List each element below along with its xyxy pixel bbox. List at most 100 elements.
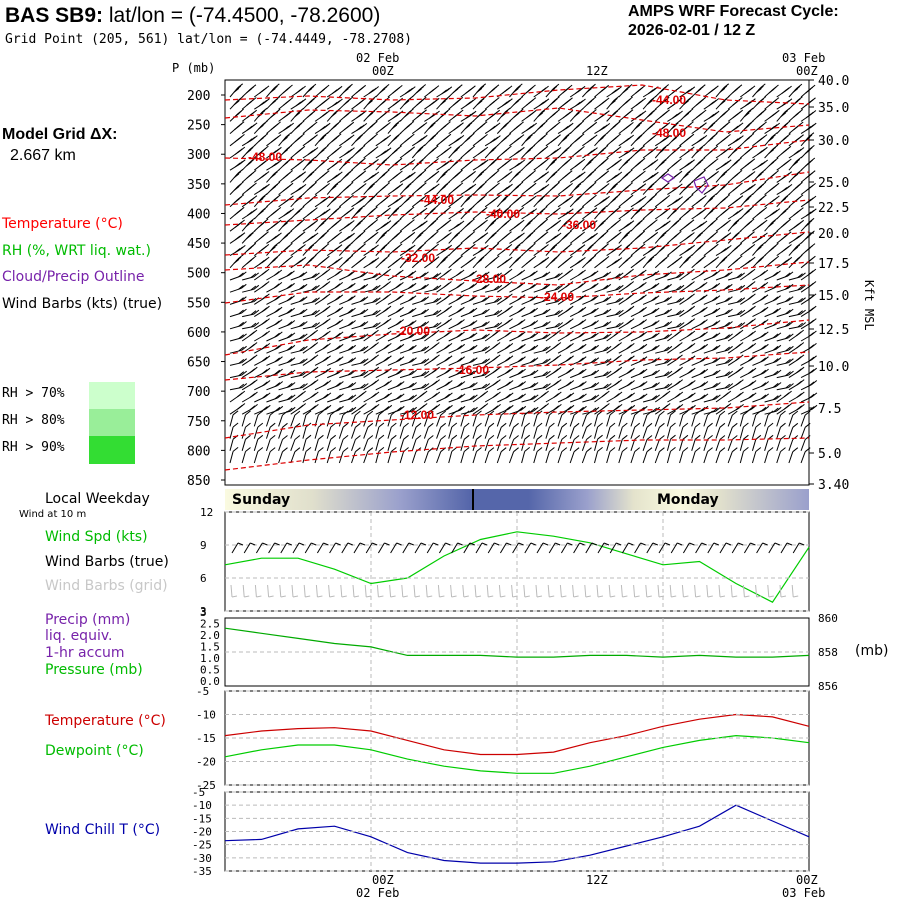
label-temp: Temperature (°C): [45, 713, 166, 729]
wind-barb: [594, 145, 609, 159]
wind-barb: [533, 120, 548, 134]
wind-barb: [557, 132, 572, 147]
wind-barb: [326, 98, 343, 110]
wind-barb-flag: [784, 107, 790, 113]
wind-barb-flag: [611, 162, 617, 168]
wind-barb-flag: [574, 89, 581, 94]
wind-barb-flag: [282, 174, 289, 179]
wind-barb-flag: [720, 150, 727, 155]
wind-barb-flag: [683, 137, 690, 143]
pressure-tick-label: 400: [187, 207, 210, 222]
wind-barb-flag: [440, 112, 447, 118]
wind-barb: [630, 132, 645, 147]
wind-barb-flag: [561, 136, 568, 142]
wind-barb: [557, 157, 573, 171]
legend-rh90-swatch: [89, 436, 135, 464]
height-tick-label: 30.0: [818, 134, 849, 149]
wind-barb: [278, 144, 293, 159]
wind-barb-flag: [318, 149, 325, 155]
wind-barb: [351, 84, 367, 98]
wind-barb: [411, 169, 427, 183]
wind-barb-flag: [526, 125, 532, 131]
pressure-tick-label: 750: [187, 415, 210, 430]
wind-barb-flag: [757, 162, 763, 168]
wind-barb-flag: [367, 125, 374, 130]
wind-barb: [472, 83, 487, 98]
wind-barb-flag: [638, 120, 645, 125]
wind-barb: [278, 132, 292, 147]
wind-barb: [703, 110, 720, 122]
wind-barb: [654, 157, 669, 171]
wind-barb: [569, 108, 584, 122]
wind-barb: [594, 157, 609, 171]
wind-barb-flag: [574, 125, 580, 130]
wind-barb-flag: [622, 88, 629, 94]
wind-barb-flag: [235, 85, 242, 91]
wind-barb: [387, 132, 402, 147]
wind-barb-flag: [258, 162, 265, 167]
wind-barb-flag: [246, 100, 253, 106]
wind-barb: [363, 95, 377, 110]
wind-barb: [545, 147, 562, 159]
wind-barb-flag: [368, 174, 375, 180]
wind-barb-flag: [356, 126, 362, 131]
wind-barb: [533, 158, 549, 171]
wind-barb-flag: [465, 89, 471, 94]
wind-barb-flag: [295, 101, 302, 107]
wind-barb-flag: [416, 138, 423, 143]
wind-barb-flag: [404, 174, 411, 180]
wind-barb-flag: [465, 101, 472, 107]
wind-barb: [667, 97, 683, 110]
wind-barb: [399, 121, 415, 134]
wind-barb-flag: [504, 107, 511, 113]
wind-barb: [338, 83, 353, 98]
model-grid-label: Model Grid ΔX:: [2, 126, 118, 143]
wind-barb: [484, 144, 499, 159]
wind-barb-flag: [331, 174, 338, 180]
wind-barb-flag: [284, 134, 290, 140]
wind-barb: [326, 133, 342, 147]
wind-barb: [375, 122, 391, 135]
wind-barb-flag: [599, 126, 605, 131]
pressure-tick-label: 700: [187, 385, 210, 400]
wind-barb: [727, 122, 744, 135]
wind-barb: [229, 134, 245, 147]
pressure-tick-label: 200: [187, 89, 210, 104]
wind-barb: [679, 86, 696, 98]
wind-barb: [521, 97, 537, 110]
wind-barb: [776, 85, 792, 98]
wind-barb: [715, 159, 732, 171]
wind-barb-flag: [393, 122, 400, 128]
wind-barb-flag: [731, 149, 738, 154]
wind-barb: [411, 84, 427, 98]
wind-barb: [667, 158, 682, 171]
wind-barb-flag: [295, 162, 301, 167]
wind-barb: [594, 123, 611, 135]
wind-barb: [569, 85, 586, 98]
height-tick-label: 17.5: [818, 257, 849, 272]
wind-barb-flag: [343, 173, 349, 179]
wind-barb: [387, 120, 402, 134]
wind-barb: [715, 146, 732, 159]
wind-barb-flag: [392, 113, 399, 119]
wind-barb: [387, 97, 404, 110]
wind-barb: [411, 109, 427, 122]
wind-barb-flag: [707, 124, 714, 130]
wind-barb-flag: [744, 162, 751, 167]
wind-barb: [752, 83, 766, 98]
wind-barb: [448, 169, 463, 183]
pressure-tick-label: 650: [187, 356, 210, 371]
wind-barb-flag: [465, 113, 472, 119]
top-time-1: 12Z: [586, 64, 608, 78]
wind-barb-flag: [294, 137, 301, 143]
wind-barb: [484, 122, 501, 135]
label-accum: 1-hr accum: [45, 645, 125, 661]
wind-barb-flag: [258, 137, 264, 142]
wind-barb-flag: [476, 112, 483, 118]
wind-barb-flag: [537, 112, 544, 118]
wind-barb: [266, 134, 282, 147]
wind-barb: [606, 146, 622, 159]
wind-barb: [594, 97, 610, 110]
wind-barb-flag: [768, 161, 775, 167]
wind-barb-flag: [659, 100, 666, 106]
